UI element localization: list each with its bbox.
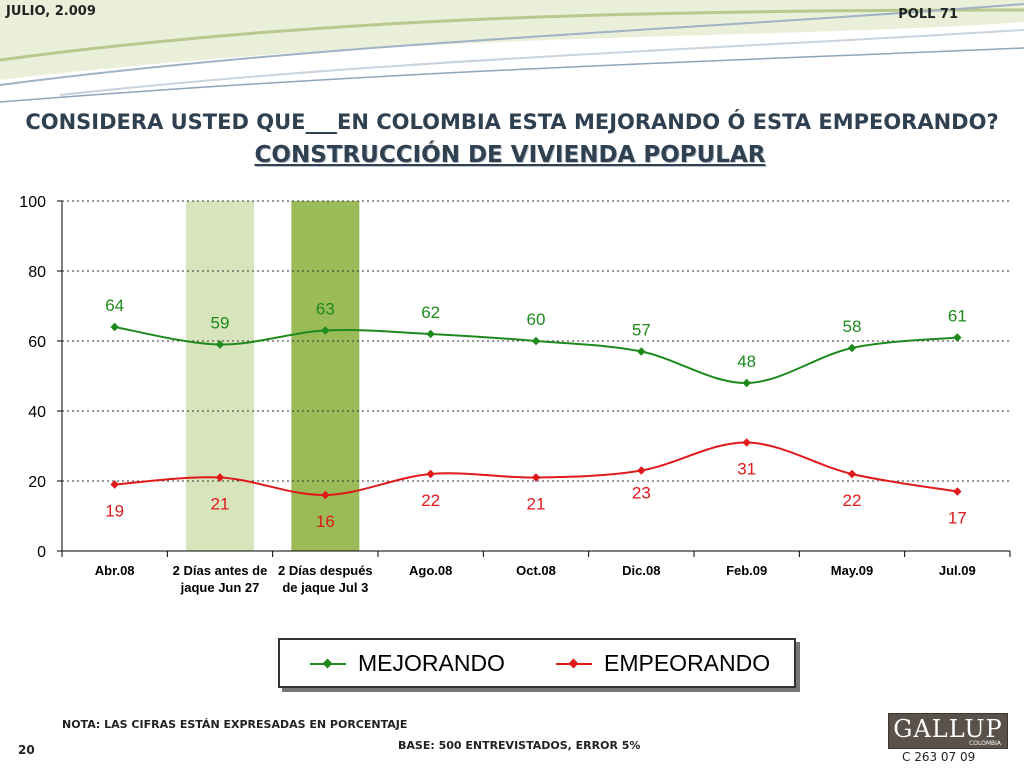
x-tick-label-6: Feb.09 xyxy=(726,563,767,578)
chart-subtitle: CONSTRUCCIÓN DE VIVIENDA POPULAR xyxy=(254,142,766,168)
point-mejorando-1 xyxy=(215,340,225,349)
y-tick-label-0: 0 xyxy=(37,544,46,561)
x-tick-label-5: Dic.08 xyxy=(622,563,660,578)
x-tick-label-0: Abr.08 xyxy=(95,563,135,578)
legend-item-empeorando: EMPEORANDO xyxy=(556,650,770,677)
data-label-mejorando-1: 59 xyxy=(211,314,230,333)
x-tick-label-3: Ago.08 xyxy=(409,563,452,578)
data-label-empeorando-8: 17 xyxy=(948,509,967,528)
point-empeorando-7 xyxy=(847,469,857,479)
legend-label-empeorando: EMPEORANDO xyxy=(604,650,771,676)
logo-subtext: COLOMBIA xyxy=(969,740,1001,747)
point-empeorando-6 xyxy=(742,438,751,447)
data-label-mejorando-3: 62 xyxy=(421,303,440,322)
y-tick-label-80: 80 xyxy=(28,264,46,281)
gallup-logo: GALLUP COLOMBIA xyxy=(888,713,1008,749)
data-label-empeorando-7: 22 xyxy=(843,491,862,510)
legend-swatch-empeorando xyxy=(556,658,592,668)
page-number: 20 xyxy=(18,743,35,757)
data-label-mejorando-7: 58 xyxy=(843,317,862,336)
point-mejorando-8 xyxy=(953,333,962,342)
data-label-mejorando-0: 64 xyxy=(105,296,124,315)
line-chart: 0 20 40 60 80 100 Abr.08 2 Días antes de jaque J… xyxy=(19,194,1011,595)
data-label-empeorando-6: 31 xyxy=(737,460,756,479)
point-mejorando-7 xyxy=(847,343,857,353)
data-label-mejorando-2: 63 xyxy=(316,300,335,319)
chart-title: CONSIDERA USTED QUE___EN COLOMBIA ESTA M… xyxy=(25,110,999,134)
point-empeorando-3 xyxy=(426,469,435,479)
y-tick-label-100: 100 xyxy=(19,194,46,211)
logo-text: GALLUP xyxy=(893,715,1003,743)
data-label-empeorando-4: 21 xyxy=(527,495,546,514)
point-mejorando-5 xyxy=(637,347,646,356)
y-tick-label-20: 20 xyxy=(28,474,46,491)
legend-swatch-mejorando xyxy=(310,658,346,668)
x-tick-label-2-0: 2 Días después xyxy=(278,563,373,578)
header-swoosh xyxy=(0,0,1024,103)
data-label-empeorando-0: 19 xyxy=(105,502,124,521)
data-label-empeorando-2: 16 xyxy=(316,512,335,531)
point-mejorando-2 xyxy=(321,326,330,335)
y-tick-label-60: 60 xyxy=(28,334,46,351)
x-tick-label-1-1: jaque Jun 27 xyxy=(180,580,260,595)
data-label-mejorando-8: 61 xyxy=(948,307,967,326)
point-mejorando-6 xyxy=(742,378,751,388)
date-label: JULIO, 2.009 xyxy=(6,4,96,19)
legend-item-mejorando: MEJORANDO xyxy=(310,650,505,677)
point-empeorando-1 xyxy=(215,473,225,482)
point-mejorando-3 xyxy=(426,329,435,339)
data-label-empeorando-5: 23 xyxy=(632,484,651,503)
point-empeorando-2 xyxy=(321,490,330,500)
data-label-mejorando-4: 60 xyxy=(527,310,546,329)
highlight-band-1 xyxy=(186,201,254,551)
point-empeorando-5 xyxy=(637,466,646,475)
footer-note: NOTA: LAS CIFRAS ESTÁN EXPRESADAS EN POR… xyxy=(62,718,408,731)
point-empeorando-8 xyxy=(953,487,962,496)
data-label-mejorando-5: 57 xyxy=(632,321,651,340)
x-tick-label-7: May.09 xyxy=(831,563,873,578)
data-label-mejorando-6: 48 xyxy=(737,352,756,371)
data-label-empeorando-3: 22 xyxy=(421,491,440,510)
data-label-empeorando-1: 21 xyxy=(211,495,230,514)
x-tick-label-1-0: 2 Días antes de xyxy=(173,563,268,578)
point-empeorando-0 xyxy=(110,480,119,489)
x-tick-label-4: Oct.08 xyxy=(516,563,556,578)
legend-label-mejorando: MEJORANDO xyxy=(358,650,505,676)
chart-legend: MEJORANDO EMPEORANDO xyxy=(278,638,796,688)
poll-label: POLL 71 xyxy=(898,7,958,22)
point-mejorando-0 xyxy=(110,322,119,332)
point-mejorando-4 xyxy=(531,336,541,346)
x-tick-label-8: Jul.09 xyxy=(939,563,976,578)
x-tick-label-2-1: de jaque Jul 3 xyxy=(282,580,368,595)
y-tick-label-40: 40 xyxy=(28,404,46,421)
footer-base: BASE: 500 ENTREVISTADOS, ERROR 5% xyxy=(398,739,641,752)
point-empeorando-4 xyxy=(531,473,541,482)
slide-code: C 263 07 09 xyxy=(902,750,976,764)
